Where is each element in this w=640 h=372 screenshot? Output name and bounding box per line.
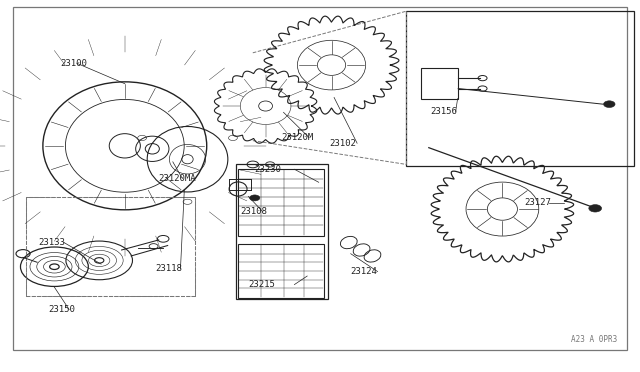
Bar [421,68,458,99]
Circle shape [250,195,260,201]
Circle shape [604,101,615,108]
Text: 23120M: 23120M [282,133,314,142]
Text: 23118: 23118 [155,264,182,273]
Bar [238,244,324,298]
Text: 23108: 23108 [240,207,267,216]
Circle shape [589,205,602,212]
Text: A23 A 0PR3: A23 A 0PR3 [572,335,618,344]
Text: 23100: 23100 [61,59,88,68]
Bar [238,169,324,236]
Text: 23215: 23215 [248,280,275,289]
Bar [26,197,195,296]
Text: 23133: 23133 [38,238,65,247]
Text: 23124: 23124 [351,267,378,276]
Text: 23127: 23127 [525,198,552,207]
Text: 23230: 23230 [255,165,282,174]
Bar [406,11,634,166]
Text: 23120MA: 23120MA [159,174,196,183]
Text: 23102: 23102 [330,139,356,148]
Text: 23156: 23156 [430,107,457,116]
Bar [236,164,328,299]
Text: 23150: 23150 [48,305,75,314]
